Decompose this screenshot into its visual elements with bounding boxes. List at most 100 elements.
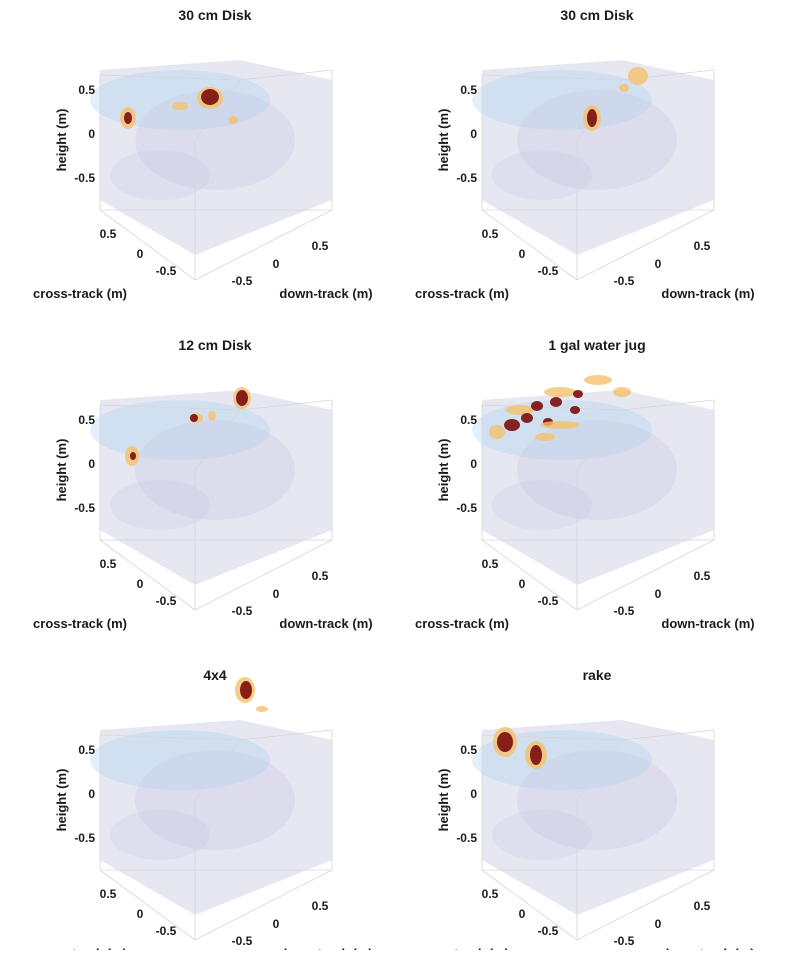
box-edge	[576, 539, 715, 611]
height-axis-label: height (m)	[54, 769, 69, 832]
height-tick-label: 0.5	[460, 83, 477, 97]
volume-haze	[482, 720, 714, 915]
chart-panel: 12 cm Disk 0.5 0 -0.5 height (m) 0.5 0 -0.5 cros…	[33, 337, 373, 631]
cross-track-tick-label: 0	[519, 907, 526, 921]
box-edge	[576, 209, 715, 281]
height-axis-label: height (m)	[436, 439, 451, 502]
height-tick-label: 0	[88, 787, 95, 801]
chart-panel: rake 0.5 0 -0.5 height (m) 0.5 0 -0.5 cross-trac…	[415, 667, 755, 955]
volume-haze	[517, 420, 677, 520]
box-edge	[576, 409, 623, 471]
cross-track-axis-label: cross-track (m)	[33, 286, 127, 301]
box-edge	[576, 79, 623, 141]
height-tick-label: 0	[470, 457, 477, 471]
peak-intensity-blob	[573, 390, 583, 398]
volume-haze	[100, 390, 332, 585]
height-tick-label: -0.5	[74, 171, 95, 185]
down-track-tick-label: 0	[273, 257, 280, 271]
box-edge	[239, 729, 333, 741]
down-track-axis-label: down-track (m)	[661, 286, 754, 301]
cross-track-tick-label: 0	[137, 247, 144, 261]
cross-track-axis-label: cross-track (m)	[415, 616, 509, 631]
down-track-axis-label: down-track (m)	[279, 286, 372, 301]
chart-panel: 30 cm Disk 0.5 0 -0.5 height (m) 0.5 0 -0.5 cros…	[33, 7, 373, 301]
high-intensity-blob	[544, 387, 576, 397]
cross-track-tick-label: -0.5	[538, 924, 559, 938]
down-track-tick-label: 0	[655, 917, 662, 931]
down-track-tick-label: 0.5	[694, 239, 711, 253]
cross-track-tick-label: -0.5	[156, 924, 177, 938]
down-track-tick-label: 0	[273, 917, 280, 931]
height-tick-label: -0.5	[456, 831, 477, 845]
box-edge	[239, 69, 333, 81]
height-tick-label: 0.5	[78, 413, 95, 427]
height-tick-label: 0	[470, 127, 477, 141]
down-track-tick-label: 0.5	[312, 899, 329, 913]
volume-low-layer	[472, 400, 652, 460]
box-edge	[99, 869, 196, 941]
peak-intensity-blob	[550, 397, 562, 407]
high-intensity-blob	[613, 387, 631, 397]
box-edge	[621, 729, 715, 741]
down-track-tick-label: -0.5	[232, 604, 253, 618]
high-intensity-blob	[628, 67, 648, 85]
volume-haze	[492, 810, 592, 860]
down-track-tick-label: 0	[655, 587, 662, 601]
box-edge	[194, 79, 241, 141]
peak-intensity-blob	[124, 112, 132, 124]
chart-panel: 30 cm Disk 0.5 0 -0.5 height (m) 0.5 0 -0.5 cros…	[415, 7, 755, 301]
chart-title: rake	[583, 667, 612, 683]
high-intensity-blob	[228, 116, 238, 124]
height-tick-label: -0.5	[74, 501, 95, 515]
high-intensity-blob	[208, 411, 216, 421]
high-intensity-blob	[584, 375, 612, 385]
high-intensity-blob	[256, 706, 268, 712]
cross-track-axis-label: cross-track (m)	[33, 946, 127, 950]
height-tick-label: 0.5	[460, 413, 477, 427]
height-tick-label: 0.5	[460, 743, 477, 757]
height-axis-label: height (m)	[54, 439, 69, 502]
height-tick-label: 0	[470, 787, 477, 801]
height-tick-label: 0	[88, 127, 95, 141]
height-axis-label: height (m)	[436, 769, 451, 832]
peak-intensity-blob	[587, 109, 597, 127]
cross-track-tick-label: 0.5	[100, 557, 117, 571]
down-track-tick-label: -0.5	[232, 934, 253, 948]
box-edge	[481, 539, 578, 611]
cross-track-axis-label: cross-track (m)	[415, 946, 509, 950]
volume-haze	[110, 810, 210, 860]
cross-track-tick-label: -0.5	[538, 594, 559, 608]
box-edge	[481, 209, 578, 281]
peak-intensity-blob	[531, 401, 543, 411]
volume-haze	[492, 480, 592, 530]
height-tick-label: 0.5	[78, 83, 95, 97]
box-edge	[576, 739, 623, 801]
down-track-tick-label: -0.5	[614, 604, 635, 618]
box-edge	[481, 404, 623, 411]
volume-low-layer	[90, 730, 270, 790]
volume-haze	[482, 60, 714, 255]
volume-haze	[110, 150, 210, 200]
volume-haze	[135, 750, 295, 850]
box-edge	[99, 539, 196, 611]
down-track-tick-label: -0.5	[232, 274, 253, 288]
down-track-tick-label: 0	[273, 587, 280, 601]
cross-track-axis-label: cross-track (m)	[415, 286, 509, 301]
box-edge	[239, 399, 333, 411]
chart-title: 30 cm Disk	[178, 7, 251, 23]
down-track-axis-label: down-track (m)	[661, 946, 754, 950]
volume-haze	[517, 90, 677, 190]
box-edge	[194, 539, 333, 611]
box-edge	[99, 404, 241, 411]
cross-track-tick-label: -0.5	[156, 594, 177, 608]
cross-track-tick-label: 0	[137, 907, 144, 921]
box-edge	[99, 734, 241, 741]
volume-haze	[492, 150, 592, 200]
chart-title: 1 gal water jug	[548, 337, 645, 353]
high-intensity-blob	[535, 433, 555, 441]
cross-track-tick-label: -0.5	[156, 264, 177, 278]
volume-low-layer	[90, 400, 270, 460]
cross-track-tick-label: 0.5	[100, 887, 117, 901]
box-edge	[621, 399, 715, 411]
